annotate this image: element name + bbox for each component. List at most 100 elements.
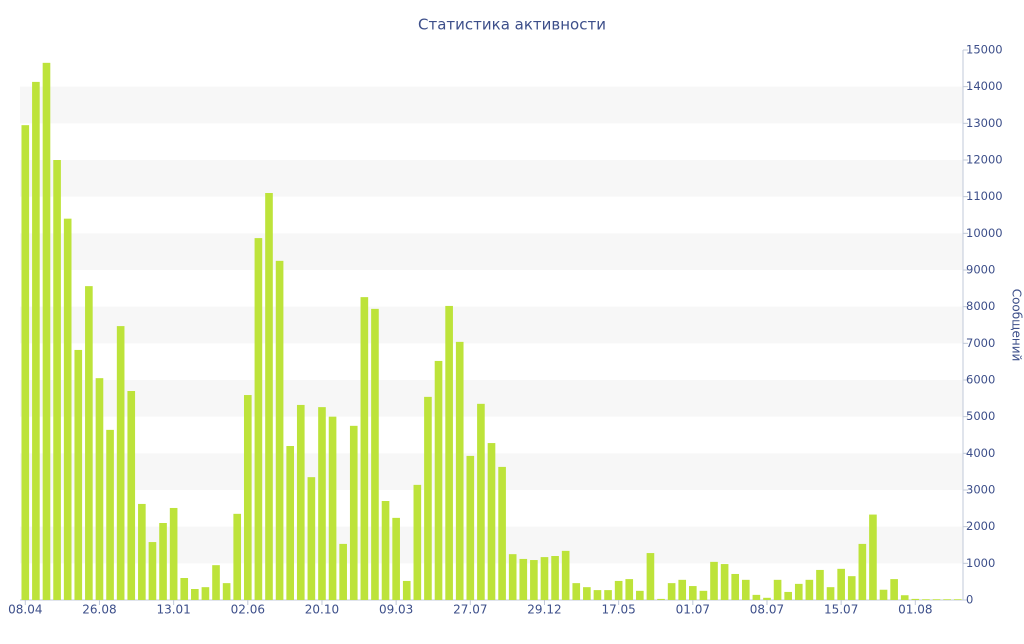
- bar: [540, 557, 549, 600]
- bar: [360, 297, 369, 600]
- bar: [201, 587, 210, 600]
- bar: [667, 583, 676, 600]
- y-tick-label: 0: [966, 593, 973, 607]
- y-tick-label: 12000: [966, 153, 1003, 167]
- y-tick-label: 8000: [966, 299, 995, 313]
- bar: [508, 554, 517, 600]
- x-tick-label: 02.06: [231, 603, 265, 617]
- x-tick-label: 09.03: [379, 603, 413, 617]
- x-tick-label: 20.10: [305, 603, 339, 617]
- bar: [530, 560, 538, 600]
- bar: [127, 391, 136, 600]
- grid-band: [20, 160, 963, 197]
- bar: [296, 404, 305, 600]
- x-tick-label: 26.08: [82, 603, 116, 617]
- bar: [455, 341, 464, 600]
- grid-band: [20, 380, 963, 417]
- bar: [286, 446, 294, 600]
- bar: [911, 598, 920, 600]
- bar: [943, 599, 951, 600]
- bar: [561, 550, 570, 600]
- bar: [85, 286, 93, 600]
- x-tick-label: 29.12: [527, 603, 561, 617]
- bar: [21, 125, 30, 601]
- bar: [636, 590, 644, 600]
- bar: [710, 561, 718, 600]
- grid-band: [20, 233, 963, 270]
- bar: [159, 523, 167, 600]
- bar: [212, 565, 220, 600]
- y-tick-label: 1000: [966, 556, 995, 570]
- bar: [678, 579, 687, 600]
- bar: [466, 455, 475, 600]
- bar: [794, 583, 803, 600]
- bar: [445, 305, 453, 600]
- bar: [106, 429, 114, 600]
- bar: [614, 580, 623, 600]
- bar: [116, 326, 125, 600]
- y-tick-label: 5000: [966, 409, 995, 423]
- bar: [32, 81, 40, 600]
- bar: [731, 573, 740, 600]
- bar: [265, 193, 273, 600]
- bar: [741, 579, 750, 600]
- bar: [551, 556, 559, 600]
- x-tick-label: 01.07: [676, 603, 710, 617]
- x-tick-label: 27.07: [453, 603, 487, 617]
- bar: [169, 507, 178, 600]
- y-tick-label: 10000: [966, 226, 1003, 240]
- y-tick-label: 11000: [966, 189, 1003, 203]
- bar: [953, 599, 962, 600]
- bar: [689, 586, 697, 600]
- bar: [318, 407, 326, 600]
- bar: [233, 513, 242, 600]
- bar: [879, 589, 888, 600]
- y-axis-title: Сообщений: [1010, 289, 1024, 362]
- bar: [922, 599, 930, 600]
- bar: [625, 579, 634, 600]
- bar: [371, 308, 379, 600]
- bar: [773, 579, 782, 600]
- bar: [413, 484, 422, 600]
- y-tick-label: 7000: [966, 336, 995, 350]
- bar: [95, 378, 104, 600]
- bar: [180, 578, 189, 600]
- bar: [583, 587, 591, 600]
- bar: [434, 360, 443, 600]
- bar: [402, 580, 411, 600]
- bar: [826, 587, 835, 600]
- bar: [275, 260, 284, 600]
- bar: [869, 514, 877, 600]
- bar: [381, 501, 390, 600]
- bar: [53, 160, 61, 600]
- bar: [42, 62, 51, 601]
- y-tick-label: 2000: [966, 519, 995, 533]
- x-tick-label: 17.05: [601, 603, 635, 617]
- bar: [847, 576, 856, 600]
- bar: [63, 218, 72, 600]
- bar: [805, 579, 814, 600]
- bar: [816, 569, 824, 600]
- bar: [752, 594, 761, 600]
- bar: [593, 590, 602, 600]
- bar: [784, 591, 792, 600]
- x-tick-label: 08.07: [750, 603, 784, 617]
- bar: [900, 595, 909, 600]
- bar: [392, 517, 400, 600]
- bar: [243, 395, 252, 600]
- x-tick-label: 15.07: [824, 603, 858, 617]
- y-tick-label: 6000: [966, 373, 995, 387]
- bar: [890, 579, 898, 600]
- bar: [487, 443, 496, 600]
- chart-title: Статистика активности: [418, 16, 606, 34]
- y-tick-label: 4000: [966, 446, 995, 460]
- bar: [191, 589, 199, 600]
- bar: [720, 564, 729, 600]
- bar: [519, 558, 528, 600]
- bar: [307, 477, 316, 600]
- bar: [138, 503, 146, 600]
- y-tick-label: 9000: [966, 263, 995, 277]
- bar: [498, 466, 506, 600]
